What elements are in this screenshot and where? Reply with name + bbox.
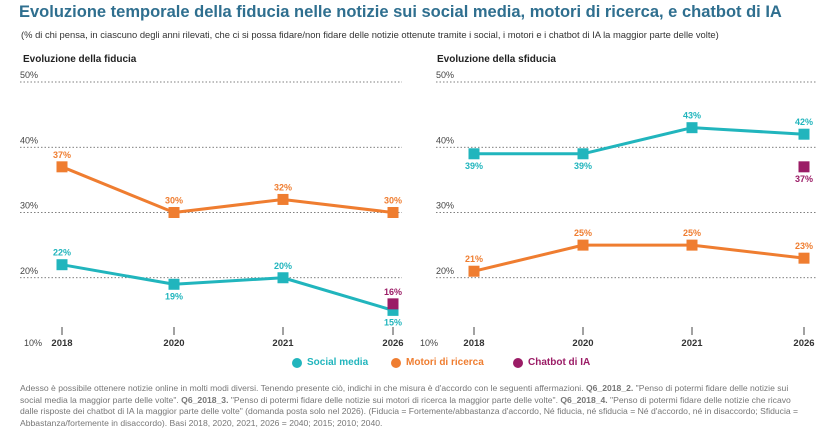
data-label-social-media-sfiducia: 42% xyxy=(795,117,813,127)
y-tick-label-fiducia: 40% xyxy=(20,135,38,145)
data-point-social-media-sfiducia xyxy=(686,122,698,134)
data-point-social-media-fiducia xyxy=(168,278,180,290)
data-point-motori-di-ricerca-fiducia xyxy=(387,207,399,218)
y-tick-label-sfiducia: 20% xyxy=(436,266,454,276)
chart-title: Evoluzione temporale della fiducia nelle… xyxy=(19,3,782,21)
data-label-motori-di-ricerca-fiducia: 32% xyxy=(274,182,292,192)
data-point-chatbot-di-ia-sfiducia xyxy=(798,161,810,173)
data-point-motori-di-ricerca-fiducia xyxy=(168,207,180,218)
x-tick-label-sfiducia: 2020 xyxy=(572,338,593,349)
footnote-code-2: Q6_2018_3. xyxy=(181,394,229,405)
data-point-motori-di-ricerca-sfiducia xyxy=(686,239,698,251)
data-point-social-media-fiducia xyxy=(56,259,68,271)
data-point-social-media-fiducia xyxy=(387,304,399,316)
data-label-social-media-fiducia: 15% xyxy=(384,317,402,327)
x-tick-label-sfiducia: 2026 xyxy=(793,338,814,349)
data-point-social-media-sfiducia xyxy=(577,148,589,160)
data-point-chatbot-di-ia-fiducia xyxy=(387,298,399,310)
legend-label-motori: Motori di ricerca xyxy=(406,357,484,368)
data-label-social-media-fiducia: 22% xyxy=(53,248,71,258)
legend-item-chatbot: Chatbot di IA xyxy=(513,357,590,368)
footnote-text-3: "Penso di potermi fidare delle notizie s… xyxy=(228,394,561,405)
legend-item-social-media: Social media xyxy=(292,357,368,368)
chart-subtitle: (% di chi pensa, in ciascuno degli anni … xyxy=(21,29,719,40)
data-label-social-media-fiducia: 20% xyxy=(274,261,292,271)
data-label-social-media-sfiducia: 39% xyxy=(574,161,592,171)
data-label-social-media-sfiducia: 39% xyxy=(465,161,483,171)
x-tick-label-fiducia: 2020 xyxy=(163,338,184,349)
y-tick-label-fiducia: 20% xyxy=(20,266,38,276)
charts-svg: Evoluzione della fiducia 10% 20% 30% 40% 50% 2… xyxy=(20,54,816,349)
data-point-social-media-sfiducia xyxy=(798,128,810,140)
series-line-motori-di-ricerca-sfiducia xyxy=(473,243,805,273)
legend-label-chatbot: Chatbot di IA xyxy=(528,357,591,368)
y-tick-label-fiducia: 10% xyxy=(24,338,42,348)
legend-item-motori: Motori di ricerca xyxy=(391,357,484,368)
legend-swatch-social-media xyxy=(292,357,302,368)
data-label-motori-di-ricerca-sfiducia: 23% xyxy=(795,241,813,251)
data-point-social-media-sfiducia xyxy=(468,148,480,160)
data-point-social-media-fiducia xyxy=(277,272,289,284)
panel-title-fiducia: Evoluzione della fiducia xyxy=(23,54,137,65)
data-point-motori-di-ricerca-sfiducia xyxy=(577,239,589,251)
legend-swatch-chatbot xyxy=(513,357,523,368)
x-tick-label-fiducia: 2021 xyxy=(272,338,294,349)
series-line-motori-di-ricerca-fiducia xyxy=(61,165,394,214)
series-line-social-media-fiducia xyxy=(61,263,394,312)
data-label-chatbot-di-ia-sfiducia: 37% xyxy=(795,174,813,184)
data-label-motori-di-ricerca-fiducia: 30% xyxy=(165,196,183,206)
data-point-motori-di-ricerca-fiducia xyxy=(56,161,68,173)
data-label-motori-di-ricerca-sfiducia: 25% xyxy=(683,228,701,238)
y-tick-label-sfiducia: 10% xyxy=(420,338,438,348)
series-line-social-media-sfiducia xyxy=(474,126,805,156)
footnote: Adesso è possibile ottenere notizie onli… xyxy=(20,383,810,429)
footnote-text-4: "Penso di potermi fidare delle notizie c… xyxy=(20,394,799,428)
data-label-motori-di-ricerca-sfiducia: 21% xyxy=(465,254,483,264)
data-label-social-media-sfiducia: 43% xyxy=(683,111,701,121)
footnote-text-1: Adesso è possibile ottenere notizie onli… xyxy=(20,383,586,393)
data-point-motori-di-ricerca-fiducia xyxy=(277,193,289,205)
y-tick-label-sfiducia: 50% xyxy=(436,70,454,80)
legend: Social media Motori di ricerca Chatbot d… xyxy=(0,357,826,373)
legend-swatch-motori xyxy=(391,357,401,368)
y-tick-label-fiducia: 50% xyxy=(20,70,38,80)
data-label-social-media-fiducia: 19% xyxy=(165,291,183,301)
footnote-code-3: Q6_2018_4. xyxy=(560,394,608,405)
legend-label-social-media: Social media xyxy=(307,357,369,368)
panel-title-sfiducia: Evoluzione della sfiducia xyxy=(437,54,556,65)
data-label-motori-di-ricerca-sfiducia: 25% xyxy=(574,228,592,238)
data-label-chatbot-di-ia-fiducia: 16% xyxy=(384,287,402,297)
x-tick-label-fiducia: 2026 xyxy=(382,338,403,349)
x-tick-label-fiducia: 2018 xyxy=(51,338,72,349)
y-tick-label-sfiducia: 30% xyxy=(436,201,454,211)
y-tick-label-sfiducia: 40% xyxy=(436,135,454,145)
data-point-motori-di-ricerca-sfiducia xyxy=(468,265,480,277)
x-tick-label-sfiducia: 2018 xyxy=(463,338,484,349)
y-tick-label-fiducia: 30% xyxy=(20,201,38,211)
data-point-motori-di-ricerca-sfiducia xyxy=(798,252,810,264)
data-label-motori-di-ricerca-fiducia: 37% xyxy=(53,150,71,160)
footnote-code-1: Q6_2018_2. xyxy=(585,383,634,393)
footnote-text-2: "Penso di potermi fidare delle notizie s… xyxy=(20,383,789,405)
x-tick-label-sfiducia: 2021 xyxy=(681,338,703,349)
data-label-motori-di-ricerca-fiducia: 30% xyxy=(384,196,402,206)
